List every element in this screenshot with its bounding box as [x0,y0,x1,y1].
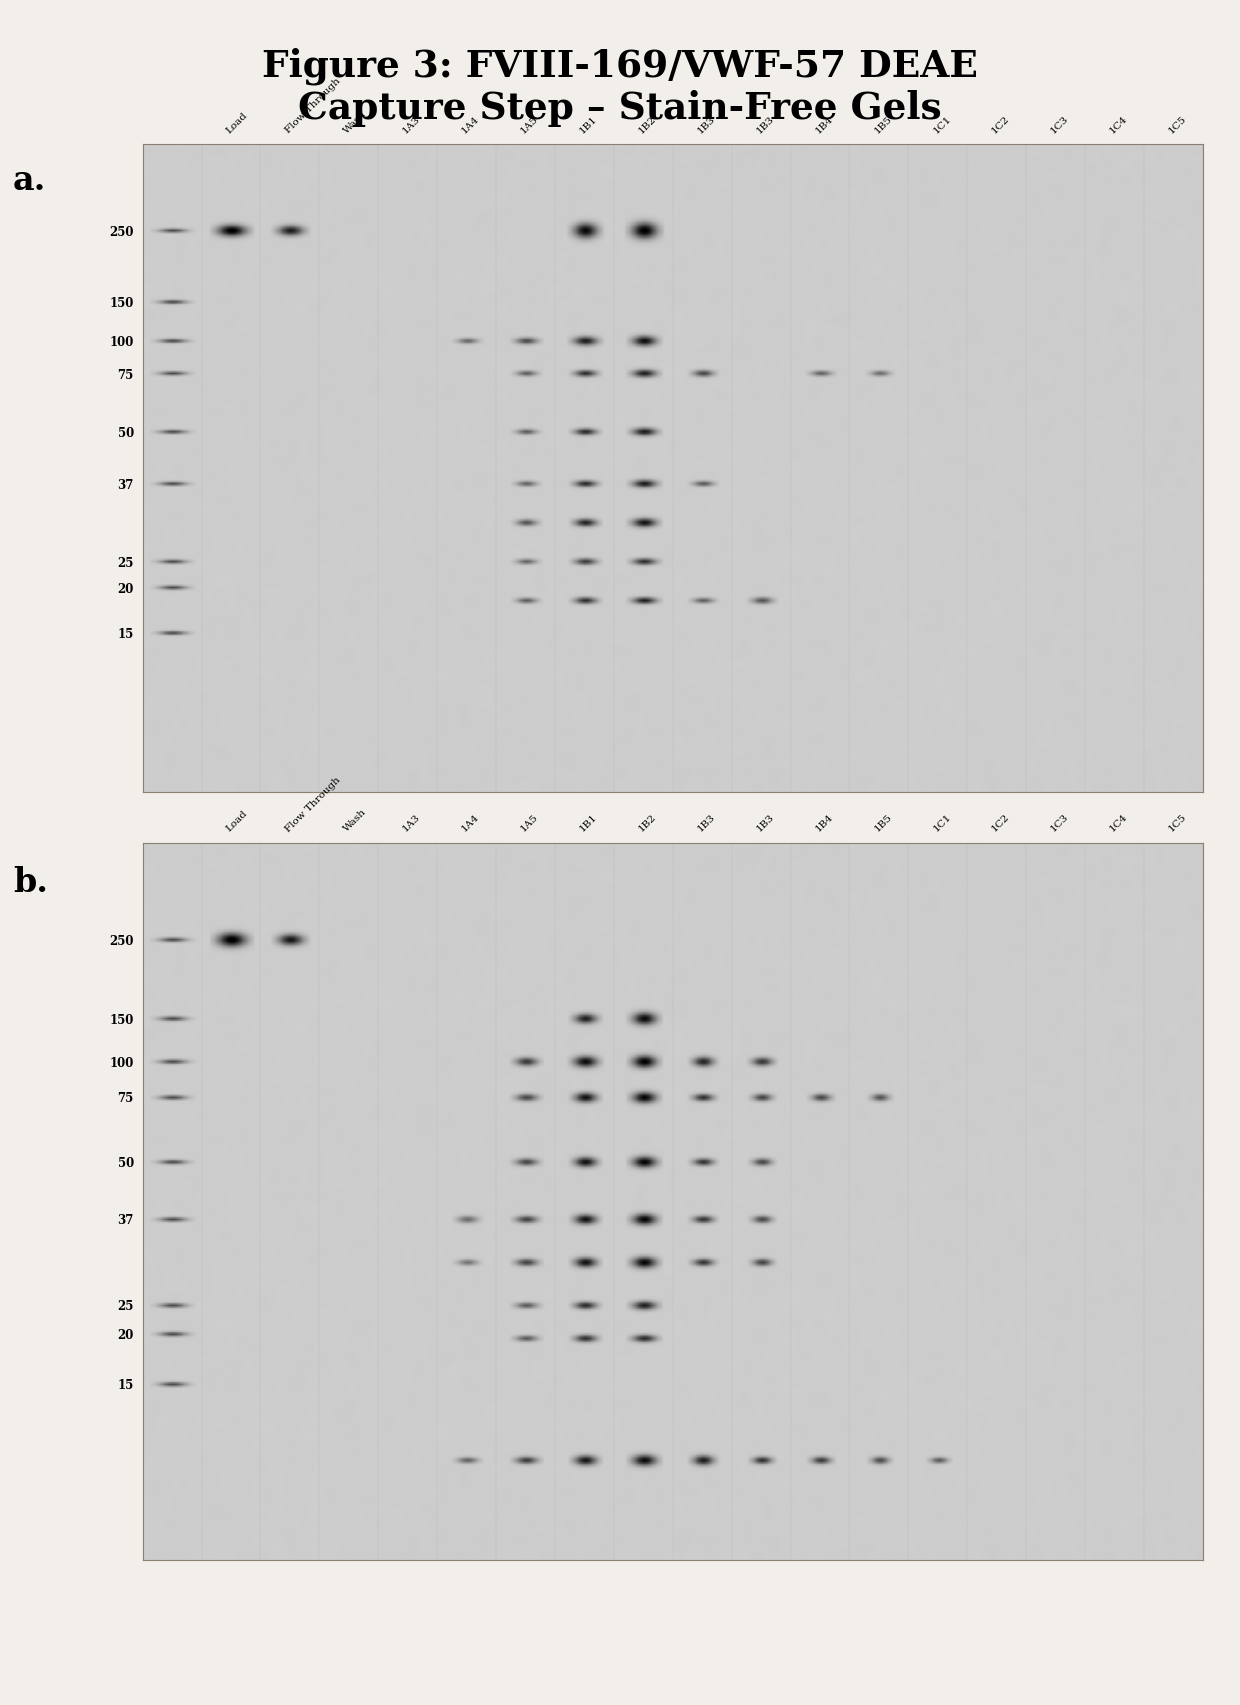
Text: 1C1: 1C1 [931,812,952,834]
Text: 1A4: 1A4 [460,812,481,834]
Text: 20: 20 [118,1328,134,1342]
Text: 50: 50 [118,1156,134,1170]
Text: 1C5: 1C5 [1167,812,1188,834]
Text: 1C2: 1C2 [991,114,1012,135]
Text: 1B5: 1B5 [873,114,894,135]
Text: 1C3: 1C3 [1049,114,1070,135]
Text: 1B4: 1B4 [813,114,835,135]
Text: 1C4: 1C4 [1109,114,1130,135]
Text: 1B2: 1B2 [637,812,658,834]
Text: 1B5: 1B5 [873,812,894,834]
Text: 1B4: 1B4 [813,812,835,834]
Text: 37: 37 [118,1214,134,1226]
Text: 15: 15 [118,1378,134,1391]
Text: 1A3: 1A3 [402,114,423,135]
Text: Load: Load [224,111,249,135]
Text: Load: Load [224,808,249,834]
Text: 37: 37 [118,479,134,491]
Text: 1C4: 1C4 [1109,812,1130,834]
Text: 75: 75 [118,368,134,382]
Text: 15: 15 [118,627,134,641]
Text: Wash: Wash [342,806,368,834]
Text: 1B3: 1B3 [696,812,717,834]
Text: Capture Step – Stain-Free Gels: Capture Step – Stain-Free Gels [298,90,942,128]
Text: 1A5: 1A5 [520,114,541,135]
Text: 1A3: 1A3 [402,812,423,834]
Text: 1B3: 1B3 [696,114,717,135]
Text: 1B3: 1B3 [755,114,776,135]
Text: Figure 3: FVIII-169/VWF-57 DEAE: Figure 3: FVIII-169/VWF-57 DEAE [262,48,978,85]
Text: Flow Through: Flow Through [284,77,342,135]
Text: 100: 100 [109,336,134,350]
Text: b.: b. [12,866,48,899]
Text: Flow Through: Flow Through [284,774,342,834]
Text: 1C3: 1C3 [1049,812,1070,834]
Text: 1B1: 1B1 [578,114,599,135]
Text: 25: 25 [118,1299,134,1313]
Text: 20: 20 [118,581,134,595]
Text: 1C5: 1C5 [1167,114,1188,135]
Text: 25: 25 [118,556,134,569]
Text: 150: 150 [109,297,134,310]
Text: 250: 250 [109,225,134,239]
Text: Wash: Wash [342,109,368,135]
Text: 100: 100 [109,1055,134,1069]
Text: 150: 150 [109,1013,134,1026]
Text: 50: 50 [118,426,134,440]
Text: a.: a. [12,164,46,198]
Text: 75: 75 [118,1091,134,1105]
Text: 1A5: 1A5 [520,812,541,834]
Text: 1B1: 1B1 [578,812,599,834]
Text: 1B3: 1B3 [755,812,776,834]
Text: 1C2: 1C2 [991,812,1012,834]
Text: 1A4: 1A4 [460,114,481,135]
Text: 250: 250 [109,934,134,948]
Text: 1B2: 1B2 [637,114,658,135]
Text: 1C1: 1C1 [931,114,952,135]
